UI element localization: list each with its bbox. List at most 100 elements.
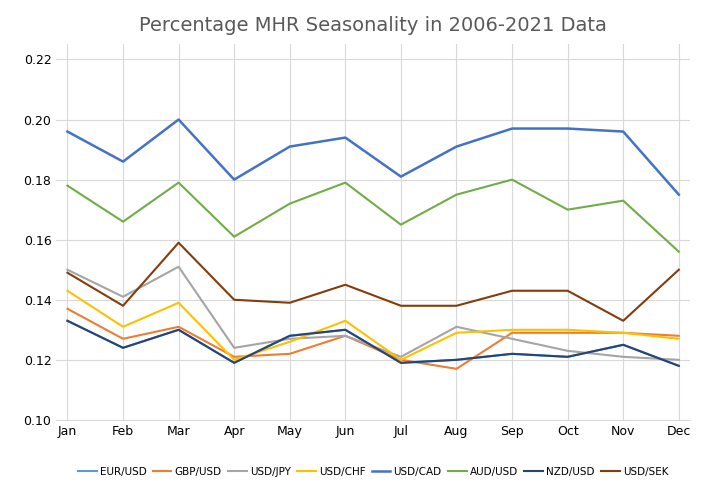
Line: USD/JPY: USD/JPY — [68, 267, 679, 360]
NZD/USD — [452, 357, 460, 363]
USD/CAD — [674, 192, 683, 198]
USD/JPY — [175, 264, 183, 270]
AUD/USD — [286, 201, 294, 206]
GBP/USD — [119, 336, 127, 342]
USD/CHF — [341, 318, 350, 324]
Line: EUR/USD: EUR/USD — [68, 321, 679, 366]
USD/SEK — [563, 288, 572, 294]
AUD/USD — [563, 206, 572, 212]
USD/SEK — [63, 270, 72, 276]
USD/CHF — [63, 288, 72, 294]
USD/CAD — [119, 159, 127, 165]
GBP/USD — [341, 333, 350, 339]
USD/SEK — [619, 318, 627, 324]
Line: USD/CAD: USD/CAD — [68, 120, 679, 195]
EUR/USD — [563, 354, 572, 360]
USD/JPY — [286, 336, 294, 342]
USD/SEK — [452, 303, 460, 309]
GBP/USD — [175, 324, 183, 330]
USD/JPY — [508, 336, 516, 342]
USD/CAD — [563, 125, 572, 131]
USD/JPY — [63, 267, 72, 273]
EUR/USD — [63, 318, 72, 324]
Line: NZD/USD: NZD/USD — [68, 321, 679, 366]
AUD/USD — [452, 192, 460, 198]
GBP/USD — [563, 330, 572, 336]
AUD/USD — [119, 219, 127, 225]
USD/SEK — [230, 297, 239, 303]
Legend: EUR/USD, GBP/USD, USD/JPY, USD/CHF, USD/CAD, AUD/USD, NZD/USD, USD/SEK: EUR/USD, GBP/USD, USD/JPY, USD/CHF, USD/… — [74, 463, 672, 481]
GBP/USD — [230, 354, 239, 360]
AUD/USD — [230, 234, 239, 240]
USD/JPY — [341, 333, 350, 339]
EUR/USD — [286, 333, 294, 339]
AUD/USD — [341, 180, 350, 186]
NZD/USD — [341, 327, 350, 333]
USD/CHF — [230, 357, 239, 363]
AUD/USD — [619, 198, 627, 204]
Line: AUD/USD: AUD/USD — [68, 180, 679, 252]
USD/CHF — [674, 336, 683, 342]
AUD/USD — [175, 180, 183, 186]
USD/CAD — [341, 134, 350, 140]
NZD/USD — [508, 351, 516, 357]
USD/CHF — [119, 324, 127, 330]
USD/SEK — [286, 300, 294, 306]
EUR/USD — [619, 342, 627, 348]
GBP/USD — [674, 333, 683, 339]
GBP/USD — [452, 366, 460, 372]
USD/CAD — [175, 117, 183, 123]
USD/CHF — [452, 330, 460, 336]
EUR/USD — [452, 357, 460, 363]
Line: USD/SEK: USD/SEK — [68, 243, 679, 321]
EUR/USD — [230, 360, 239, 366]
AUD/USD — [63, 183, 72, 189]
USD/CAD — [63, 128, 72, 134]
NZD/USD — [674, 363, 683, 369]
NZD/USD — [175, 327, 183, 333]
USD/SEK — [175, 240, 183, 246]
USD/JPY — [230, 345, 239, 351]
USD/JPY — [563, 348, 572, 354]
USD/CHF — [175, 300, 183, 306]
USD/SEK — [508, 288, 516, 294]
USD/JPY — [396, 354, 405, 360]
USD/CAD — [286, 144, 294, 150]
Line: USD/CHF: USD/CHF — [68, 291, 679, 360]
USD/SEK — [674, 267, 683, 273]
GBP/USD — [508, 330, 516, 336]
USD/CAD — [508, 125, 516, 131]
AUD/USD — [508, 177, 516, 183]
AUD/USD — [674, 249, 683, 255]
USD/CHF — [286, 339, 294, 345]
GBP/USD — [619, 330, 627, 336]
USD/CAD — [452, 144, 460, 150]
USD/CHF — [508, 327, 516, 333]
USD/JPY — [452, 324, 460, 330]
NZD/USD — [230, 360, 239, 366]
USD/JPY — [619, 354, 627, 360]
NZD/USD — [396, 360, 405, 366]
USD/CHF — [563, 327, 572, 333]
USD/SEK — [119, 303, 127, 309]
AUD/USD — [396, 222, 405, 228]
GBP/USD — [63, 306, 72, 312]
NZD/USD — [563, 354, 572, 360]
USD/CAD — [619, 128, 627, 134]
EUR/USD — [341, 327, 350, 333]
EUR/USD — [396, 360, 405, 366]
EUR/USD — [175, 327, 183, 333]
NZD/USD — [286, 333, 294, 339]
USD/JPY — [674, 357, 683, 363]
USD/CHF — [619, 330, 627, 336]
Title: Percentage MHR Seasonality in 2006-2021 Data: Percentage MHR Seasonality in 2006-2021 … — [139, 16, 607, 35]
USD/SEK — [396, 303, 405, 309]
USD/CAD — [396, 174, 405, 180]
NZD/USD — [619, 342, 627, 348]
EUR/USD — [508, 351, 516, 357]
GBP/USD — [396, 357, 405, 363]
USD/JPY — [119, 294, 127, 300]
EUR/USD — [674, 363, 683, 369]
EUR/USD — [119, 345, 127, 351]
Line: GBP/USD: GBP/USD — [68, 309, 679, 369]
